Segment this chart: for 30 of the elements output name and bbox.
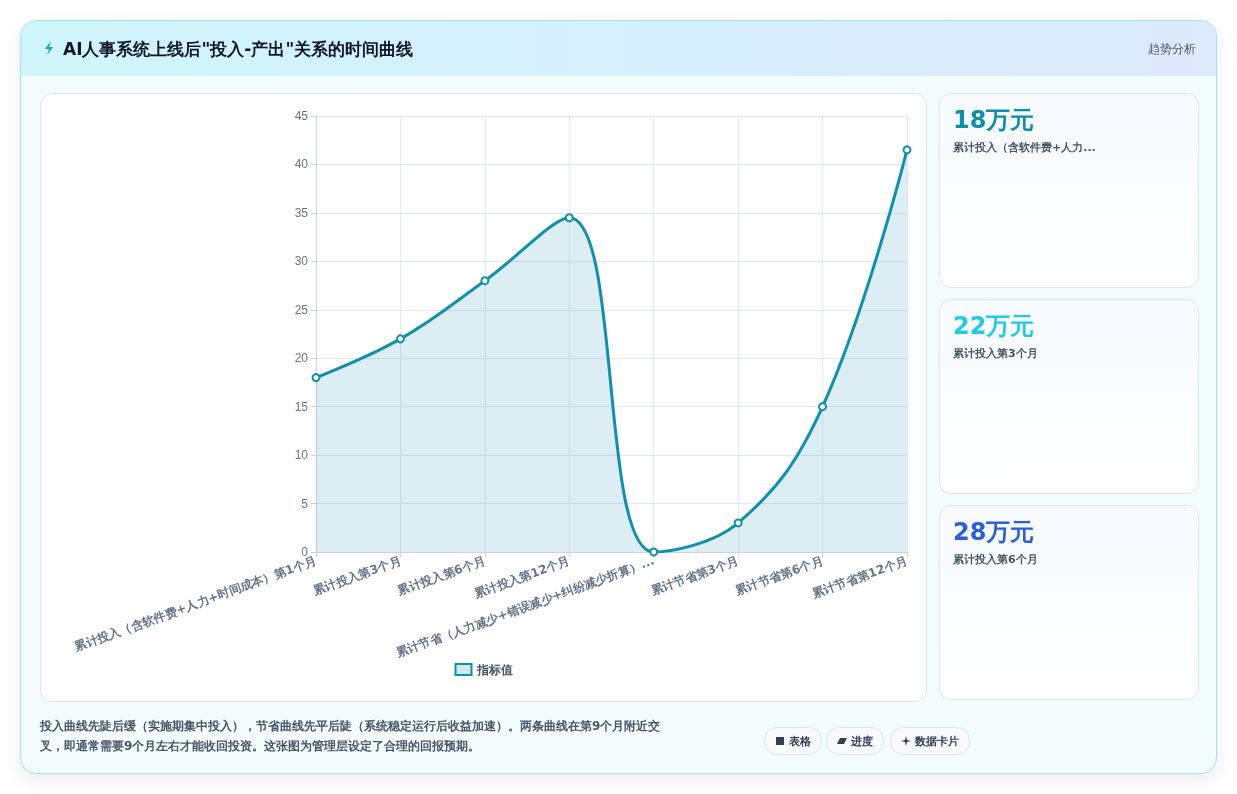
text: 28万元 bbox=[953, 517, 1035, 548]
text: 投入曲线先陡后缓（实施期集中投入），节省曲线先平后陡（系统稳定运行后收益加速）。两条曲线在第9个月附近交叉，即通常需要9个月左右才能收回投资。这张图为管理层设定了合理的回报预期。 bbox=[40, 718, 662, 755]
point bbox=[480, 276, 490, 286]
text: 进度 bbox=[851, 733, 873, 749]
point bbox=[564, 213, 574, 223]
text: 累计投入（含软件费+人力... bbox=[953, 140, 1096, 155]
y-tick-label: 25 bbox=[294, 302, 309, 317]
point bbox=[818, 402, 828, 412]
point bbox=[733, 518, 743, 528]
y-tick-label: 20 bbox=[294, 351, 309, 366]
y-tick-label: 15 bbox=[294, 399, 309, 414]
chart-title: AI人事系统上线后"投入-产出"关系的时间曲线 bbox=[63, 38, 414, 61]
y-tick-label: 10 bbox=[294, 448, 309, 463]
y-tick-label: 0 bbox=[301, 545, 309, 559]
y-tick-label: 5 bbox=[301, 496, 309, 511]
point bbox=[395, 334, 405, 344]
y-tick-label: 30 bbox=[294, 254, 309, 269]
point bbox=[902, 145, 912, 155]
text: 22万元 bbox=[953, 311, 1035, 342]
legend-label: 指标值 bbox=[475, 662, 513, 677]
point bbox=[311, 373, 321, 383]
y-tick-label: 35 bbox=[294, 205, 309, 220]
y-tick-label: 45 bbox=[294, 109, 309, 123]
point bbox=[649, 547, 659, 557]
text: 数据卡片 bbox=[915, 733, 959, 749]
text: 趋势分析 bbox=[1148, 41, 1196, 58]
text: 累计投入第3个月 bbox=[953, 346, 1038, 361]
text: 18万元 bbox=[953, 105, 1035, 136]
text: 表格 bbox=[789, 733, 811, 749]
y-tick-label: 40 bbox=[294, 157, 309, 172]
